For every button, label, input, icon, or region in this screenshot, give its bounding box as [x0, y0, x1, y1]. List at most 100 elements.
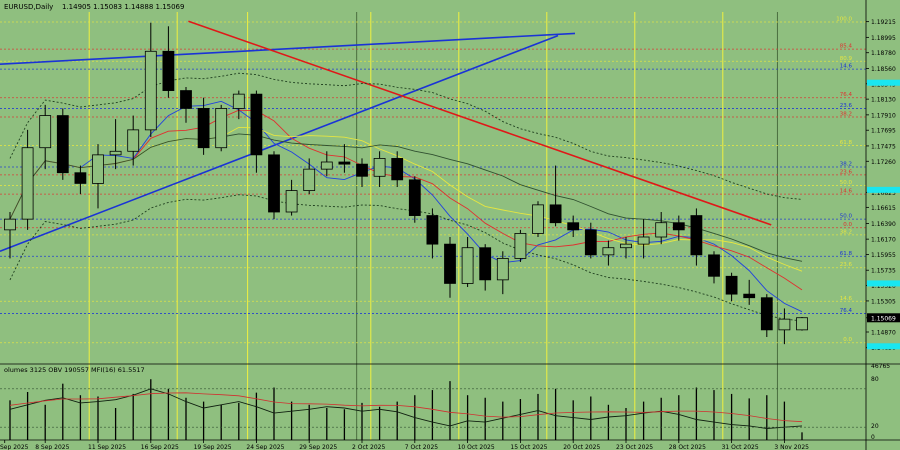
price-tick-label: 1.18560 [871, 66, 896, 73]
candle-body [796, 317, 808, 331]
candle-body [391, 158, 404, 181]
candle-body [602, 247, 615, 256]
price-tick-label: 1.19215 [871, 19, 896, 26]
trend-lines [0, 20, 803, 322]
obv-line [9, 392, 803, 423]
fib-level-label: 14.6 [840, 64, 853, 70]
candle-body [655, 222, 668, 238]
moving-average-red [9, 109, 803, 291]
candle-body [215, 108, 228, 149]
upper-blue-trendline [0, 32, 576, 65]
cyan-level-marker [867, 280, 900, 287]
date-axis: Sep 2025 8 Sep 2025 11 Sep 2025 16 Sep 2025… [0, 440, 809, 450]
candle-body [232, 93, 245, 109]
price-tick-label: 1.15735 [871, 268, 896, 275]
candle-body [760, 297, 773, 331]
candle-body [725, 275, 738, 295]
cyan-level-marker [867, 343, 900, 350]
candle-body [144, 50, 157, 131]
price-tick-label: 1.17260 [871, 159, 896, 166]
price-tick-label: 1.15520 [871, 283, 896, 290]
candle-body [197, 108, 210, 149]
price-tick-label: 1.15305 [871, 298, 896, 305]
date-tick-label: 10 Oct 2025 [458, 444, 495, 450]
candle-body [408, 179, 421, 216]
fib-level-label: 0.0 [843, 337, 852, 343]
candle-body [620, 243, 632, 249]
falling-red-trendline [188, 20, 772, 226]
price-tick-label: 1.16615 [871, 205, 896, 212]
candle-body [356, 163, 368, 177]
fib-level-label: 50.0 [840, 214, 853, 220]
current-price-badge [867, 313, 900, 323]
date-tick-label: 3 Nov 2025 [774, 444, 809, 450]
candle-body [127, 129, 140, 152]
date-tick-label: 2 Oct 2025 [352, 444, 385, 450]
price-tick-label: 1.18130 [871, 97, 896, 104]
candle-body [514, 233, 527, 259]
price-tick-label: 1.17695 [871, 128, 896, 135]
candle-body [39, 115, 52, 149]
candle-body [21, 147, 34, 220]
date-tick-label: 28 Oct 2025 [669, 444, 706, 450]
fib-level-label: 100.0 [836, 17, 852, 23]
candle-body [567, 222, 580, 231]
fib-level-label: 85.4 [840, 44, 853, 50]
price-tick-label: 1.16390 [871, 221, 896, 228]
candle-body [637, 236, 650, 245]
candle-body [549, 204, 562, 224]
date-tick-label: 8 Sep 2025 [35, 444, 69, 450]
moving-average-dark [9, 133, 803, 262]
fib-level-label: 76.4 [840, 308, 853, 314]
date-tick-label: Sep 2025 [0, 444, 29, 450]
fib-level-label: 80.9 [840, 56, 853, 62]
date-tick-label: 31 Oct 2025 [722, 444, 759, 450]
fib-level-label: 38.2 [840, 229, 852, 235]
date-tick-label: 29 Sep 2025 [299, 444, 337, 450]
ohlc-readout: 1.14905 1.15083 1.14888 1.15069 [62, 3, 184, 11]
mfi-line [9, 388, 803, 429]
candle-body [285, 190, 298, 213]
bollinger-lower-band [9, 194, 803, 322]
vertical-period-lines [88, 12, 778, 440]
price-tick-label: 1.17910 [871, 112, 896, 119]
price-tick-label: 1.15955 [871, 252, 896, 259]
price-tick-label: 1.16170 [871, 237, 896, 244]
candlesticks [4, 22, 808, 345]
fib-level-label: 14.6 [840, 296, 853, 302]
bollinger-upper-band [9, 72, 803, 200]
fib-level-label: 76.4 [840, 92, 853, 98]
date-tick-label: 15 Oct 2025 [510, 444, 547, 450]
candle-body [690, 215, 703, 256]
fibonacci-levels: 100.0 85.4 80.9 14.6 76.4 23.6 38.2 61.8 38.2 23.… [0, 17, 866, 343]
fib-level-label: 23.6 [840, 103, 853, 109]
candle-body [743, 293, 756, 299]
candle-body [56, 115, 69, 174]
volume-subwindow: 46765 80 20 0 [0, 363, 890, 441]
price-tick-label: 1.18780 [871, 50, 896, 57]
symbol-label: EURUSD,Daily [4, 3, 53, 11]
candle-body [532, 204, 544, 234]
indicator-header: olumes 3125 OBV 190557 MFI(16) 61.5517 [4, 366, 145, 374]
cyan-level-marker [867, 186, 900, 193]
candle-body [320, 161, 333, 170]
candle-body [303, 168, 316, 191]
candle-body [74, 172, 87, 184]
price-tick-label: 1.18995 [871, 35, 896, 42]
fib-level-label: 38.2 [840, 162, 852, 168]
moving-average-blue [9, 100, 803, 313]
fib-level-label: 38.2 [840, 112, 852, 118]
fib-level-label: 50.0 [840, 180, 853, 186]
candle-body [338, 161, 351, 165]
candle-body [162, 50, 175, 91]
candle-body [672, 222, 685, 231]
candle-body [180, 90, 192, 109]
candle-body [778, 318, 791, 331]
fib-level-label: 61.8 [840, 140, 853, 146]
fib-level-label: 14.6 [840, 189, 853, 195]
fib-level-label: 23.6 [840, 262, 853, 268]
candle-body [4, 218, 16, 231]
candle-body [250, 93, 263, 156]
